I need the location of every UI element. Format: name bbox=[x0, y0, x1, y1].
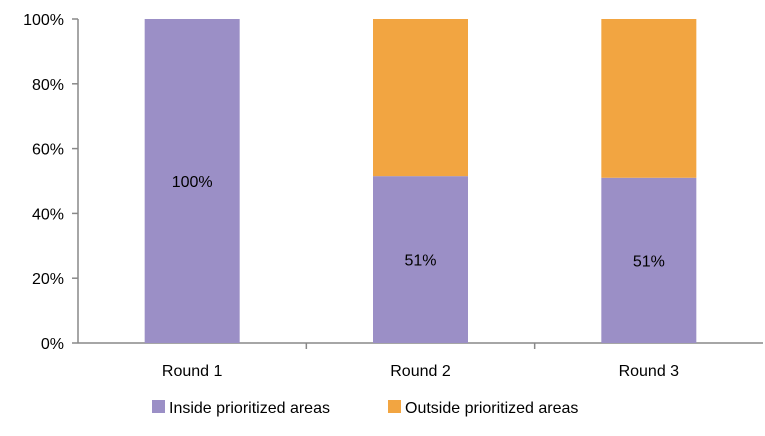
data-label: 100% bbox=[172, 174, 213, 191]
y-tick-label: 20% bbox=[32, 271, 64, 288]
x-category-label: Round 1 bbox=[162, 363, 223, 380]
bar-segment bbox=[373, 176, 468, 343]
y-tick-label: 100% bbox=[23, 12, 64, 29]
y-tick-label: 40% bbox=[32, 206, 64, 223]
legend-label: Outside prioritized areas bbox=[405, 400, 578, 417]
data-label: 51% bbox=[633, 253, 665, 270]
bar-segment bbox=[601, 19, 697, 178]
legend-swatch bbox=[388, 400, 401, 413]
y-tick-label: 60% bbox=[32, 142, 64, 159]
legend-swatch bbox=[152, 400, 165, 413]
bar-segment bbox=[144, 19, 240, 343]
y-tick-label: 0% bbox=[41, 336, 64, 353]
bar-segment bbox=[601, 177, 697, 343]
bar-segment bbox=[373, 19, 468, 177]
y-tick-label: 80% bbox=[32, 77, 64, 94]
x-category-label: Round 3 bbox=[619, 363, 680, 380]
data-label: 51% bbox=[404, 253, 436, 270]
x-category-label: Round 2 bbox=[390, 363, 451, 380]
legend-label: Inside prioritized areas bbox=[169, 400, 330, 417]
